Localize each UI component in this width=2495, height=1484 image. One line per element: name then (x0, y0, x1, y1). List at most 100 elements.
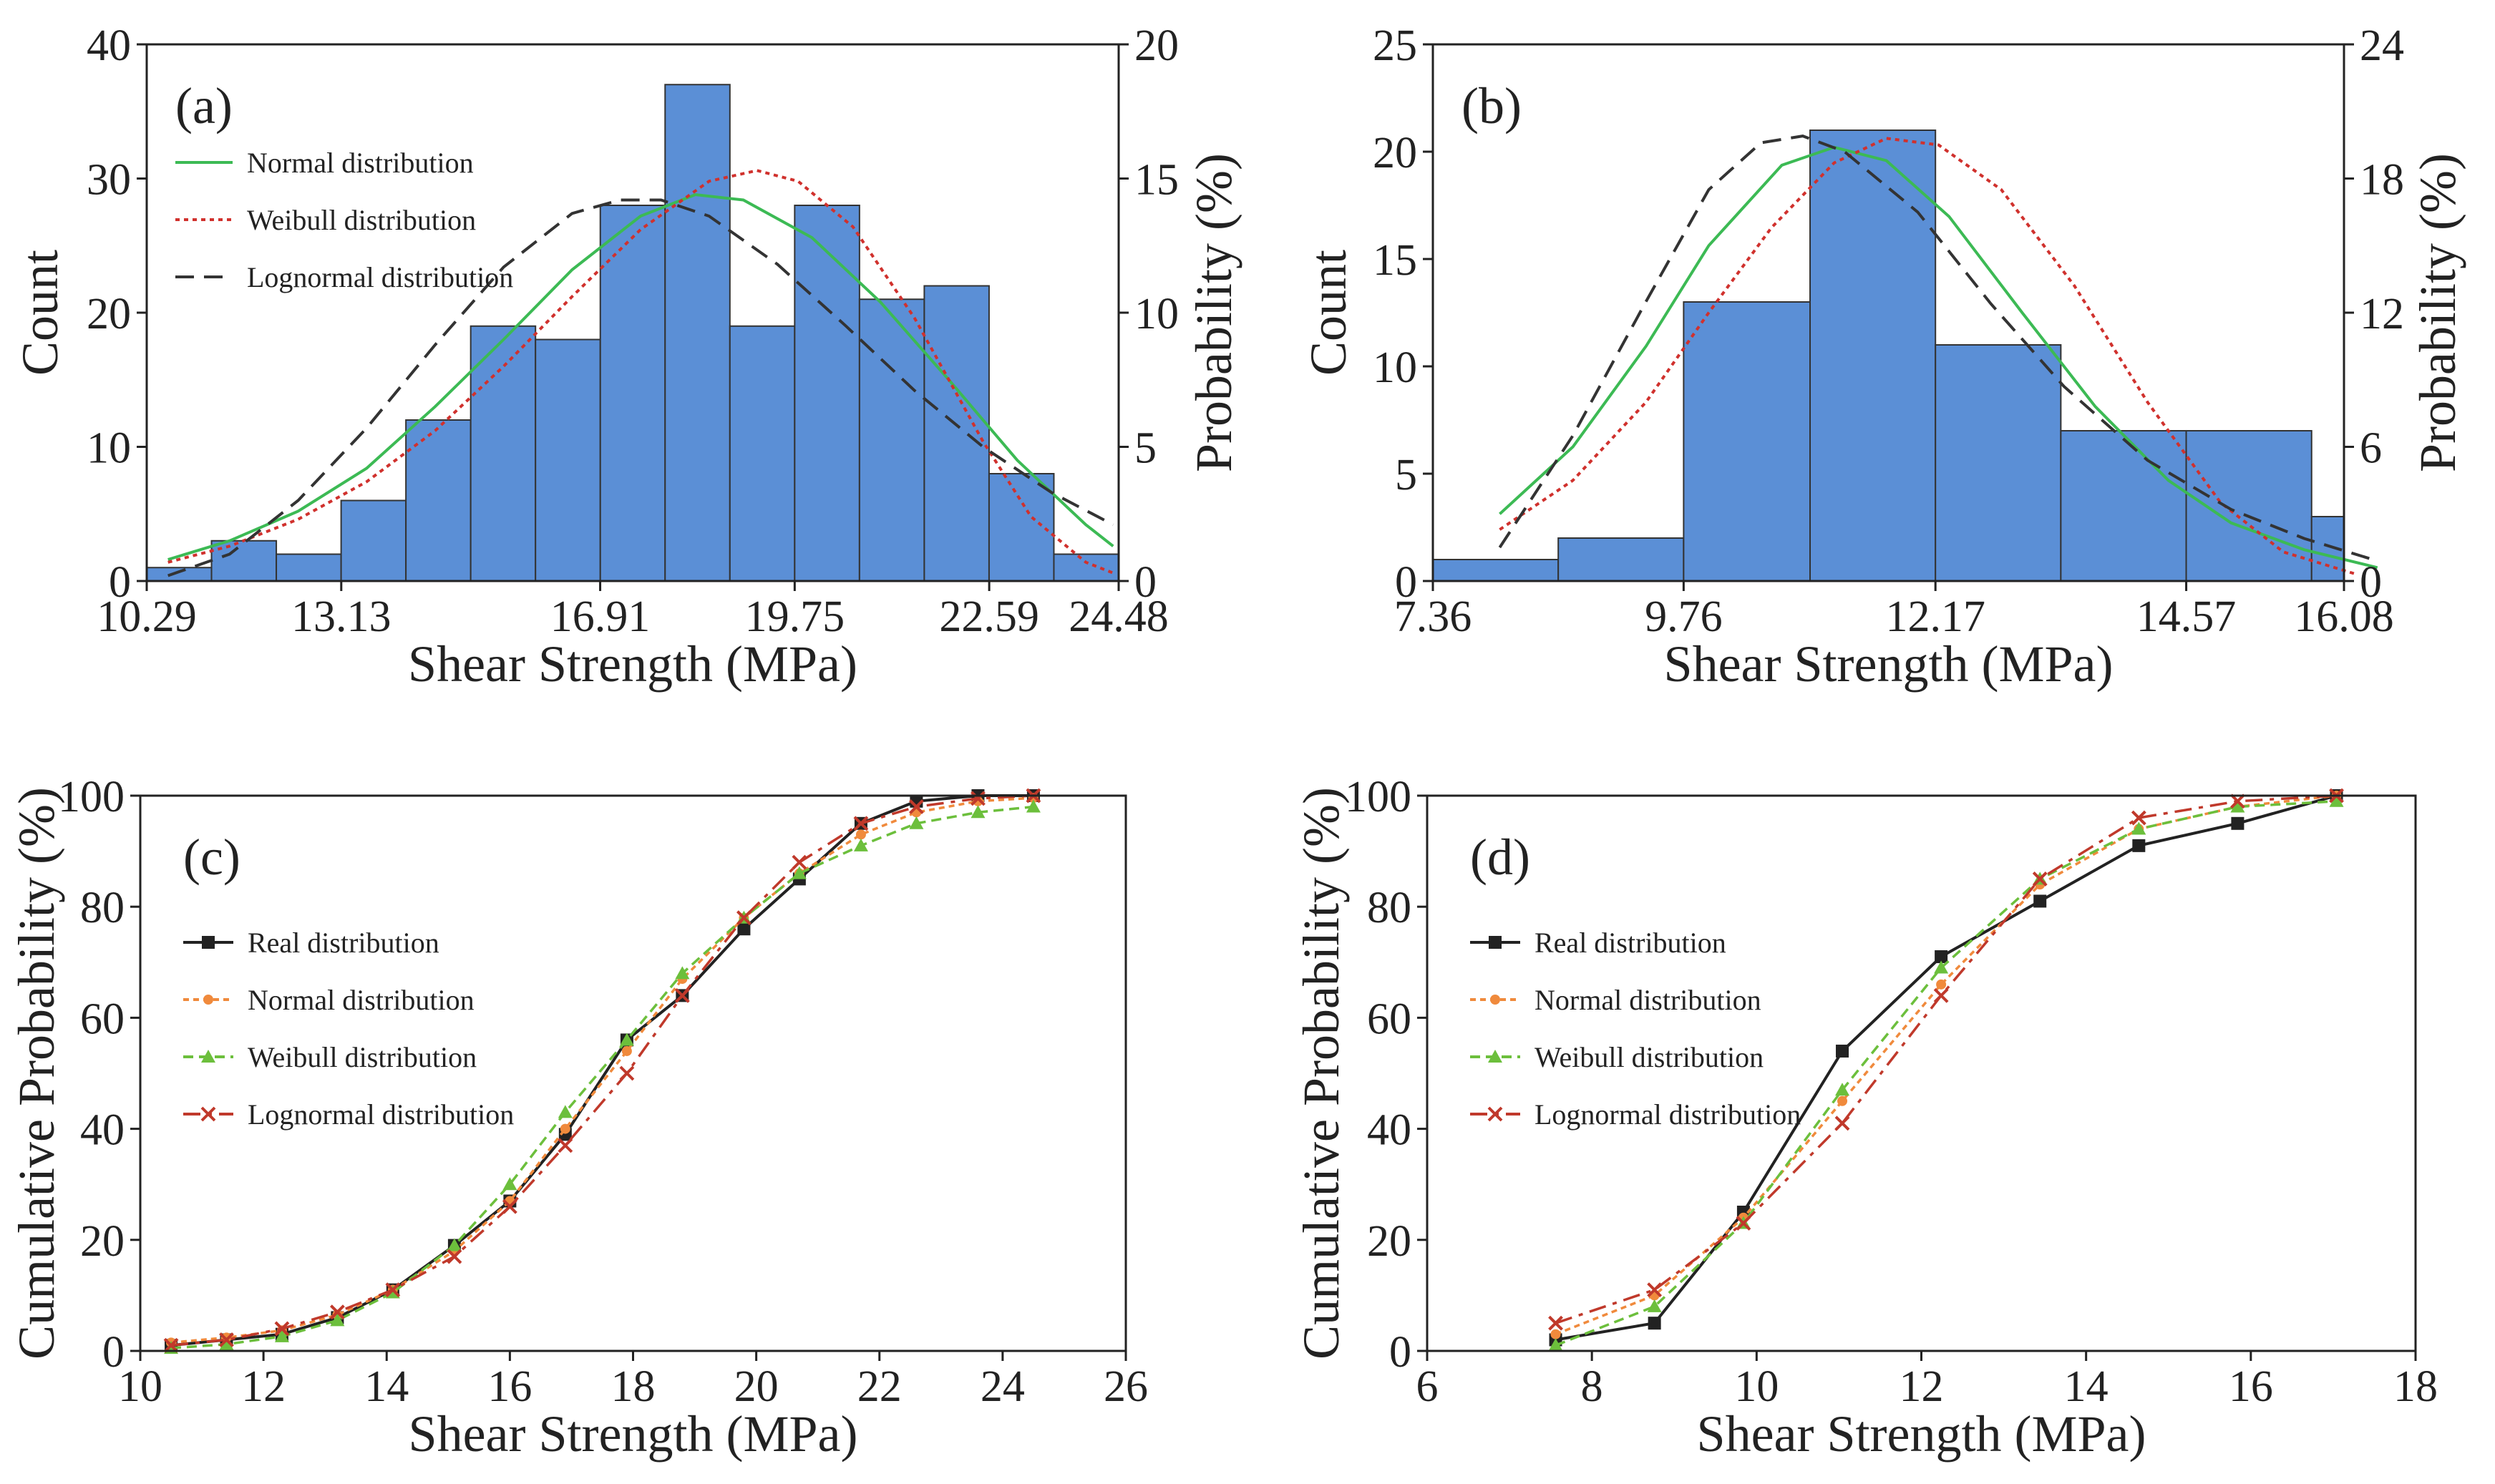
marker-triangle (2131, 821, 2146, 835)
marker-triangle (909, 816, 924, 829)
histogram-bar (2185, 430, 2312, 582)
marker-triangle (502, 1177, 517, 1191)
x-tick-label: 8 (1581, 1362, 1603, 1411)
x-tick-label: 10 (1734, 1362, 1779, 1411)
y-tick-label: 100 (58, 773, 125, 821)
histogram-bar (1053, 553, 1120, 582)
histogram-bar (1557, 537, 1685, 582)
y2-tick-label: 15 (1134, 156, 1179, 205)
x-tick-label: 6 (1416, 1362, 1439, 1411)
panel-c: 10 12 14 16 18 20 22 24 26 0 20 40 60 80 100 Shear Stre… (8, 773, 1148, 1463)
x-tick-label: 14.57 (2136, 592, 2237, 641)
marker-triangle (1548, 1338, 1563, 1352)
marker-triangle (971, 805, 986, 819)
marker-triangle (2230, 799, 2245, 813)
marker-dot (1936, 979, 1947, 990)
marker-triangle (330, 1313, 345, 1327)
marker-cross (329, 1304, 345, 1320)
marker-cross (502, 1199, 517, 1214)
marker-triangle (2329, 794, 2344, 807)
marker-cross (1736, 1216, 1751, 1231)
marker-triangle (274, 1329, 289, 1342)
legend-label: Weibull distribution (1535, 1041, 1764, 1073)
histogram-bar (210, 540, 278, 582)
histogram-bar (1432, 559, 1560, 582)
legend-label: Normal distribution (1535, 984, 1761, 1016)
marker-triangle (792, 866, 807, 879)
y-tick-label: 60 (80, 995, 125, 1043)
x-tick-label: 16 (2229, 1362, 2273, 1411)
x-tick-label: 13.13 (291, 592, 391, 641)
legend-label: Lognormal distribution (1535, 1098, 1801, 1131)
marker-dot (855, 829, 866, 840)
histogram-bar (340, 499, 407, 582)
legend-label: Lognormal distribution (248, 1098, 514, 1131)
x-tick-label: 12 (241, 1362, 286, 1411)
y-tick-label: 20 (1373, 129, 1417, 177)
histogram-bar (146, 567, 213, 582)
y-tick-label: 40 (87, 21, 131, 70)
y-tick-label: 10 (87, 424, 131, 473)
y2-tick-label: 20 (1134, 21, 1179, 70)
y2-tick-label: 10 (1134, 290, 1179, 338)
marker-square (2231, 816, 2244, 830)
histogram-bar (470, 325, 537, 582)
y-tick-label: 60 (1367, 995, 1411, 1043)
marker-cross (2032, 871, 2048, 887)
x-tick-label: 12.17 (1885, 592, 1985, 641)
curve-lognormal-distribution (1498, 135, 2378, 562)
histogram-bar (599, 205, 666, 582)
marker-square (2132, 839, 2146, 852)
y-tick-label: 5 (1395, 451, 1417, 499)
y2-tick-label: 24 (2360, 21, 2404, 70)
curve-weibull-distribution (167, 169, 1114, 575)
marker-cross (1548, 1315, 1563, 1331)
legend-label: Weibull distribution (248, 1041, 477, 1073)
marker-cross (1647, 1282, 1663, 1298)
panel-b: 7.36 9.76 12.17 14.57 16.0805101520250612182… (1300, 21, 2466, 693)
marker-dot (203, 995, 213, 1005)
x-tick-label: 18 (2393, 1362, 2438, 1411)
marker-dot (560, 1123, 570, 1134)
y-tick-label: 80 (1367, 884, 1411, 932)
marker-cross (619, 1065, 635, 1081)
histogram-bar (405, 419, 472, 582)
x-tick-label: 14 (2064, 1362, 2109, 1411)
x-tick-label: 20 (734, 1362, 779, 1411)
marker-triangle (853, 838, 868, 851)
x-tick-label: 18 (611, 1362, 656, 1411)
y2-axis-label: Probability (%) (1185, 153, 1242, 472)
legend-label: Normal distribution (247, 147, 474, 179)
y-tick-label: 20 (87, 290, 131, 338)
y-tick-label: 0 (1395, 558, 1417, 607)
x-tick-label: 19.75 (745, 592, 845, 641)
marker-triangle (1026, 799, 1041, 813)
marker-dot (621, 1045, 632, 1056)
histogram-bar (1683, 301, 1811, 582)
marker-cross (2131, 810, 2146, 826)
marker-triangle (447, 1238, 462, 1251)
series-real-distribution (170, 794, 1033, 1347)
histogram-bar (729, 325, 796, 582)
x-axis-label: Shear Strength (MPa) (1697, 1405, 2146, 1463)
marker-cross (385, 1282, 401, 1298)
marker-cross (1834, 1116, 1850, 1131)
y-axis-label: Cumulative Probability (%) (1293, 787, 1350, 1359)
panel-d: 6 8 10 12 14 16 18 0 20 40 60 80 100 Shear Strength (… (1293, 773, 2438, 1463)
histogram-bar (794, 205, 860, 582)
marker-square (1836, 1044, 1849, 1058)
marker-cross (736, 910, 752, 926)
y-tick-label: 25 (1373, 21, 1417, 70)
marker-cross (971, 791, 986, 806)
x-tick-label: 9.76 (1645, 592, 1723, 641)
y-tick-label: 15 (1373, 236, 1417, 285)
marker-square (202, 936, 215, 949)
plot-frame (1426, 794, 2417, 1352)
marker-dot (1837, 1095, 1848, 1106)
curve-normal-distribution (1499, 145, 2378, 570)
y-tick-label: 0 (102, 1328, 125, 1377)
panel-label: (d) (1470, 829, 1530, 886)
plot-frame (139, 794, 1127, 1352)
x-tick-label: 16.91 (550, 592, 651, 641)
x-tick-label: 22 (857, 1362, 902, 1411)
